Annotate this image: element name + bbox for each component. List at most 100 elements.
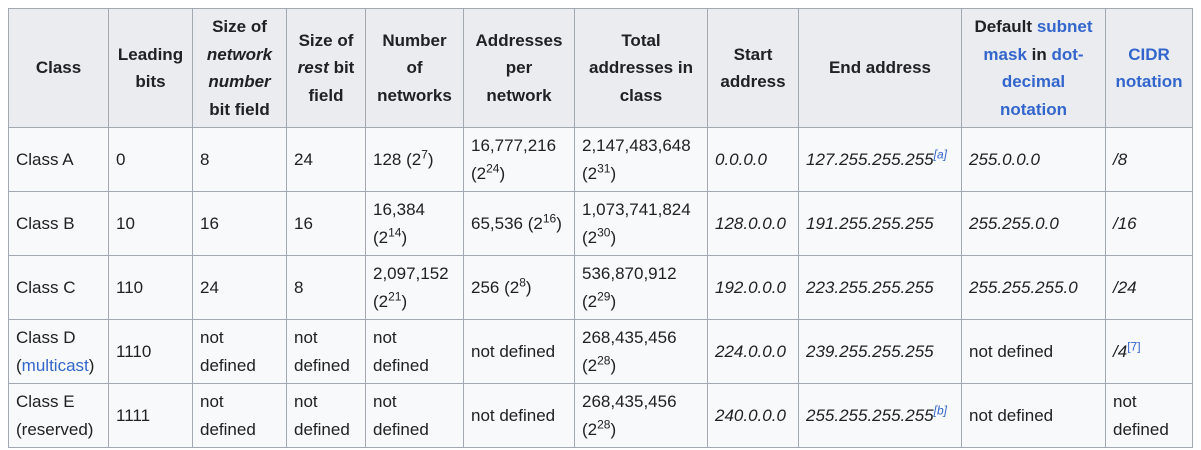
networks-exponent: 7	[421, 147, 428, 162]
header-rest-field-italic: rest	[297, 58, 329, 78]
total-close: )	[610, 419, 617, 439]
cell-subnet-mask: 255.255.0.0	[961, 191, 1106, 256]
cell-leading-bits: 110	[108, 255, 193, 320]
cell-cidr: /4[7]	[1105, 319, 1193, 384]
cell-start-address: 128.0.0.0	[707, 191, 799, 256]
per-network-value: 65,536 (2	[471, 213, 543, 233]
cell-cidr: /16	[1105, 191, 1193, 256]
total-close: )	[610, 227, 617, 247]
total-exponent: 29	[597, 288, 611, 303]
cell-class: Class B	[8, 191, 109, 256]
table-row-class-e: Class E (reserved) 1111 not defined not …	[8, 383, 1193, 448]
class-note: (reserved)	[16, 419, 94, 439]
class-name: Class D	[16, 328, 76, 347]
subnet-mask-link[interactable]: subnet mask	[983, 17, 1093, 64]
cell-start-address: 192.0.0.0	[707, 255, 799, 320]
cell-end-address: 255.255.255.255[b]	[798, 383, 962, 448]
cell-end-address: 239.255.255.255	[798, 319, 962, 384]
cell-rest-bits: not defined	[286, 319, 366, 384]
cell-leading-bits: 10	[108, 191, 193, 256]
table-row-class-a: Class A 0 8 24 128 (27) 16,777,216 (224)…	[8, 127, 1193, 192]
total-close: )	[610, 163, 617, 183]
networks-value: 2,097,152 (2	[373, 264, 449, 311]
cell-end-address: 127.255.255.255[a]	[798, 127, 962, 192]
cell-class: Class C	[8, 255, 109, 320]
class-name: Class E	[16, 392, 75, 411]
total-exponent: 31	[597, 160, 611, 175]
total-close: )	[610, 355, 617, 375]
cell-class: Class A	[8, 127, 109, 192]
header-leading-bits: Leading bits	[108, 8, 193, 128]
cell-leading-bits: 0	[108, 127, 193, 192]
cell-network-bits: 8	[192, 127, 287, 192]
cell-network-bits: 16	[192, 191, 287, 256]
per-network-value: 256 (2	[471, 277, 520, 297]
cell-rest-bits: not defined	[286, 383, 366, 448]
cell-leading-bits: 1110	[108, 319, 193, 384]
header-mask-mid: in	[1031, 44, 1047, 64]
total-exponent: 30	[597, 224, 611, 239]
cidr-notation-link[interactable]: CIDR notation	[1115, 44, 1183, 92]
header-network-field: Size of network number bit field	[192, 8, 287, 128]
cell-subnet-mask: 255.0.0.0	[961, 127, 1106, 192]
header-rest-field-pre: Size of	[298, 30, 354, 50]
header-mask-pre: Default	[974, 17, 1033, 36]
cell-rest-bits: 16	[286, 191, 366, 256]
cell-cidr: not defined	[1105, 383, 1193, 448]
per-network-exponent: 16	[542, 211, 557, 226]
networks-close: )	[401, 227, 408, 247]
cell-total-addresses: 536,870,912 (229)	[574, 255, 708, 320]
total-value: 1,073,741,824 (2	[582, 200, 691, 247]
footnote-7-link[interactable]: [7]	[1127, 339, 1141, 354]
cell-addresses-per-network: 16,777,216 (224)	[463, 127, 575, 192]
end-address-value: 255.255.255.255	[806, 405, 934, 425]
cell-addresses-per-network: not defined	[463, 319, 575, 384]
cell-number-of-networks: not defined	[365, 319, 464, 384]
per-network-exponent: 24	[486, 160, 500, 175]
networks-exponent: 21	[388, 288, 402, 303]
cell-end-address: 191.255.255.255	[798, 191, 962, 256]
per-network-exponent: 8	[519, 275, 526, 290]
total-exponent: 28	[597, 352, 611, 367]
header-cidr-notation: CIDR notation	[1105, 8, 1193, 128]
header-network-field-pre: Size of	[212, 17, 267, 36]
total-value: 268,435,456 (2	[582, 392, 677, 439]
cell-cidr: /24	[1105, 255, 1193, 320]
networks-close: )	[427, 149, 434, 169]
networks-value: 128 (2	[373, 149, 422, 169]
cell-cidr: /8	[1105, 127, 1193, 192]
cell-class: Class D (multicast)	[8, 319, 109, 384]
header-network-field-post: bit field	[209, 99, 270, 119]
cell-leading-bits: 1111	[108, 383, 193, 448]
header-addresses-per-network: Addresses per network	[463, 8, 575, 128]
networks-close: )	[401, 291, 408, 311]
table-row-class-b: Class B 10 16 16 16,384 (214) 65,536 (21…	[8, 191, 1193, 256]
cell-addresses-per-network: 65,536 (216)	[463, 191, 575, 256]
header-row: Class Leading bits Size of network numbe…	[8, 8, 1193, 128]
cell-number-of-networks: 16,384 (214)	[365, 191, 464, 256]
cell-total-addresses: 2,147,483,648 (231)	[574, 127, 708, 192]
cidr-value: /4	[1113, 341, 1128, 361]
footnote-b-link[interactable]: [b]	[933, 403, 947, 418]
class-note-open: (	[16, 355, 22, 375]
footnote-a-link[interactable]: [a]	[933, 147, 947, 162]
cell-network-bits: not defined	[192, 383, 287, 448]
cell-subnet-mask: not defined	[961, 383, 1106, 448]
multicast-link[interactable]: multicast	[21, 355, 89, 375]
class-note-close: )	[88, 355, 95, 375]
total-close: )	[610, 291, 617, 311]
ip-address-classes-table: Class Leading bits Size of network numbe…	[8, 8, 1193, 448]
header-total-addresses: Total addresses in class	[574, 8, 708, 128]
cell-class: Class E (reserved)	[8, 383, 109, 448]
cell-rest-bits: 24	[286, 127, 366, 192]
per-network-value: 16,777,216 (2	[471, 136, 557, 183]
table-row-class-c: Class C 110 24 8 2,097,152 (221) 256 (28…	[8, 255, 1193, 320]
header-class: Class	[8, 8, 109, 128]
cell-start-address: 240.0.0.0	[707, 383, 799, 448]
cell-number-of-networks: not defined	[365, 383, 464, 448]
cell-number-of-networks: 128 (27)	[365, 127, 464, 192]
cell-addresses-per-network: not defined	[463, 383, 575, 448]
header-network-field-italic: network number	[206, 44, 273, 92]
cell-total-addresses: 268,435,456 (228)	[574, 383, 708, 448]
dot-decimal-notation-link[interactable]: dot-decimal notation	[999, 44, 1084, 119]
